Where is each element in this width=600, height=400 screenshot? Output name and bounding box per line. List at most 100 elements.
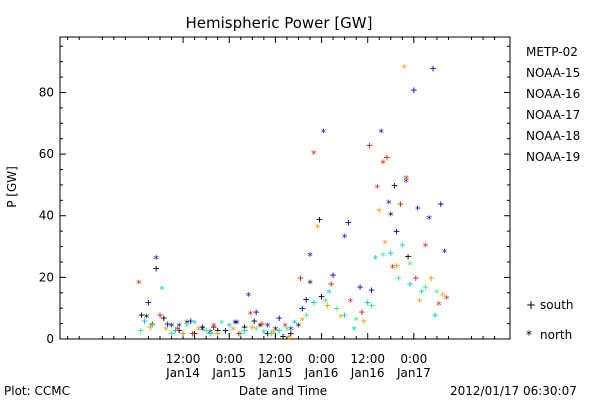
data-point: * xyxy=(418,287,425,300)
legend-entry: METP-02 xyxy=(526,45,578,59)
data-point: * xyxy=(426,213,433,226)
marker-legend-symbol: + xyxy=(526,298,536,312)
data-point: * xyxy=(386,197,393,210)
data-point: * xyxy=(272,324,279,337)
data-point: * xyxy=(403,176,410,189)
chart-title: Hemispheric Power [GW] xyxy=(186,14,373,32)
data-point: + xyxy=(253,305,260,318)
legend-entry: NOAA-17 xyxy=(526,108,580,122)
data-point: + xyxy=(368,284,375,297)
data-point: + xyxy=(222,324,229,337)
data-point: + xyxy=(241,321,248,334)
data-point: * xyxy=(311,148,318,161)
data-point: * xyxy=(211,321,218,334)
data-point: * xyxy=(436,299,443,312)
legend-entry: NOAA-15 xyxy=(526,66,580,80)
data-point: * xyxy=(341,231,348,244)
data-point: * xyxy=(184,321,191,334)
data-point: + xyxy=(264,327,271,340)
data-point: * xyxy=(136,278,143,291)
data-point: + xyxy=(141,315,148,328)
data-point: + xyxy=(211,321,218,334)
x-tick-label-date: Jan15 xyxy=(257,366,292,380)
x-tick-label-date: Jan16 xyxy=(350,366,385,380)
axes-group: 02040608012:00Jan140:00Jan1512:00Jan150:… xyxy=(39,37,510,380)
data-point: + xyxy=(407,278,414,291)
data-point: * xyxy=(347,296,354,309)
x-tick-label-time: 0:00 xyxy=(216,352,243,366)
x-tick-label-date: Jan14 xyxy=(165,366,200,380)
data-point: * xyxy=(372,253,379,266)
y-tick-label: 60 xyxy=(39,147,54,161)
x-tick-label-time: 12:00 xyxy=(258,352,293,366)
x-tick-label-date: Jan17 xyxy=(396,366,431,380)
data-point: + xyxy=(161,311,168,324)
data-point: * xyxy=(149,321,156,334)
data-point: + xyxy=(137,324,144,337)
data-point: + xyxy=(145,296,152,309)
data-point: * xyxy=(326,287,333,300)
marker-legend-symbol: * xyxy=(526,328,532,342)
data-point: * xyxy=(416,296,423,309)
data-point: + xyxy=(412,271,419,284)
data-point: + xyxy=(384,151,391,164)
data-point: + xyxy=(432,308,439,321)
data-point: + xyxy=(203,324,210,337)
y-tick-label: 0 xyxy=(46,332,54,346)
data-point: + xyxy=(187,315,194,328)
data-point: * xyxy=(153,253,160,266)
data-point: * xyxy=(337,311,344,324)
legend-entry: NOAA-16 xyxy=(526,87,580,101)
data-point: + xyxy=(437,197,444,210)
data-point: * xyxy=(441,247,448,260)
data-point: * xyxy=(295,321,302,334)
data-point: * xyxy=(191,318,198,331)
data-point: + xyxy=(422,281,429,294)
data-point: + xyxy=(268,327,275,340)
data-point: * xyxy=(232,318,239,331)
data-point: + xyxy=(430,62,437,75)
data-point: + xyxy=(405,250,412,263)
data-point: + xyxy=(286,330,293,343)
data-point: + xyxy=(259,318,266,331)
marker-legend-label: north xyxy=(540,328,572,342)
marker-legend-label: south xyxy=(540,298,574,312)
data-point: + xyxy=(318,290,325,303)
data-point: + xyxy=(387,247,394,260)
data-point: + xyxy=(153,262,160,275)
data-point: * xyxy=(199,324,206,337)
data-point: + xyxy=(361,315,368,328)
data-point: * xyxy=(184,318,191,331)
data-points-group: +* +++* + *+ + * + + * + + * + * + + *+*+++*++*+ * +* + + **+… xyxy=(136,62,450,343)
data-point: + xyxy=(149,318,156,331)
data-point: * xyxy=(207,327,214,340)
data-point: * xyxy=(351,324,358,337)
y-axis-label: P [GW] xyxy=(5,166,19,208)
data-point: * xyxy=(399,241,406,254)
x-tick-label-date: Jan16 xyxy=(304,366,339,380)
data-point: * xyxy=(314,222,321,235)
data-point: + xyxy=(214,324,221,337)
data-point: * xyxy=(284,324,291,337)
x-tick-label-time: 0:00 xyxy=(308,352,335,366)
x-tick-label-time: 12:00 xyxy=(350,352,385,366)
data-point: * xyxy=(195,324,202,337)
data-point: + xyxy=(180,327,187,340)
data-point: * xyxy=(380,250,387,263)
data-point: + xyxy=(237,327,244,340)
data-point: + xyxy=(214,327,221,340)
data-point: + xyxy=(366,139,373,152)
data-point: * xyxy=(291,318,298,331)
data-point: + xyxy=(395,271,402,284)
y-tick-label: 80 xyxy=(39,85,54,99)
data-point: * xyxy=(401,62,408,75)
data-point: + xyxy=(147,321,154,334)
data-point: * xyxy=(287,324,294,337)
data-point: * xyxy=(414,204,421,217)
data-point: + xyxy=(334,302,341,315)
data-point: + xyxy=(297,271,304,284)
data-point: + xyxy=(397,197,404,210)
x-tick-label-time: 12:00 xyxy=(166,352,201,366)
x-tick-label-date: Jan15 xyxy=(211,366,246,380)
